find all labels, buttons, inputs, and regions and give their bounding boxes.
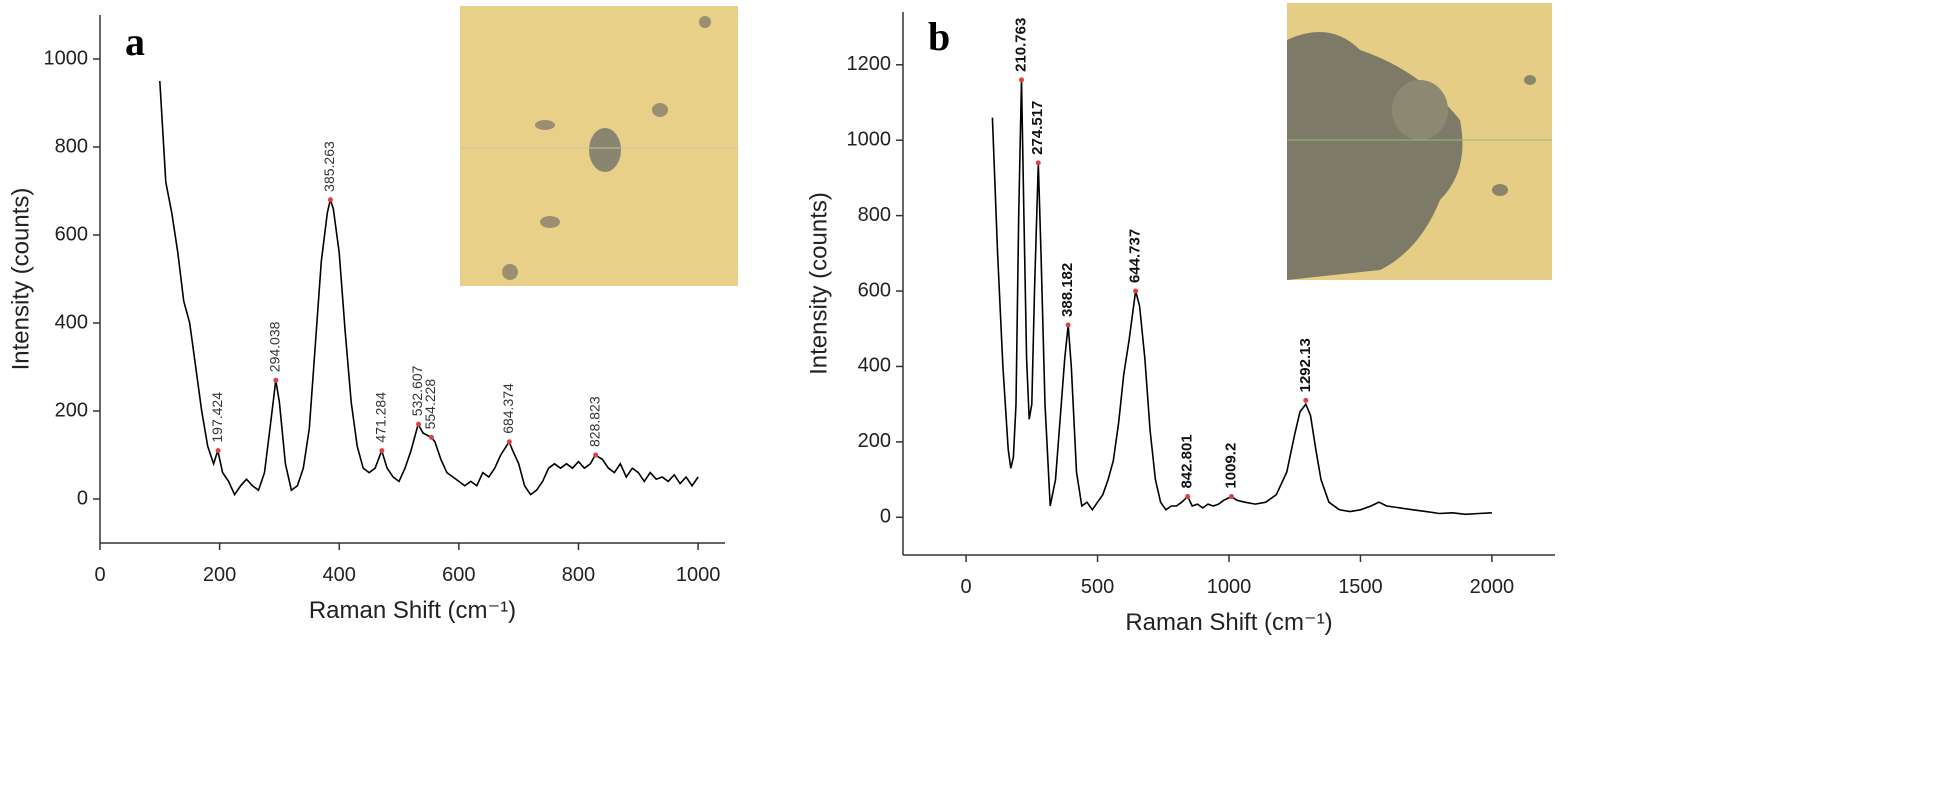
y-axis-label: Intensity (counts)	[805, 192, 832, 375]
peak-label: 684.374	[500, 383, 516, 434]
peak-label: 842.801	[1179, 434, 1196, 488]
peak-marker	[1133, 288, 1139, 294]
y-tick-label: 200	[858, 430, 891, 452]
peak-marker	[416, 421, 422, 427]
peak-label: 274.517	[1029, 101, 1046, 155]
peak-label: 1292.13	[1297, 338, 1314, 392]
x-axis-label: Raman Shift (cm⁻¹)	[1125, 609, 1332, 636]
x-tick-label: 0	[961, 576, 972, 598]
peak-marker	[1035, 160, 1041, 166]
peak-marker	[1019, 77, 1025, 83]
x-tick-label: 800	[562, 564, 595, 586]
spectrum-line	[159, 80, 699, 497]
y-axis-label: Intensity (counts)	[7, 188, 34, 371]
peak-label: 210.763	[1012, 18, 1029, 72]
x-tick-label: 200	[203, 564, 236, 586]
peak-marker	[1228, 494, 1234, 500]
y-tick-label: 800	[55, 135, 88, 157]
peak-label: 532.607	[409, 365, 425, 416]
peak-marker	[1185, 494, 1191, 500]
peak-label: 1009.2	[1222, 443, 1239, 489]
x-tick-label: 1000	[1207, 576, 1252, 598]
y-tick-label: 800	[858, 204, 891, 226]
x-tick-label: 2000	[1470, 576, 1515, 598]
peak-label: 471.284	[373, 392, 389, 443]
x-tick-label: 500	[1081, 576, 1114, 598]
y-tick-label: 200	[55, 399, 88, 421]
peak-marker	[428, 434, 434, 440]
y-tick-label: 1000	[44, 47, 89, 69]
x-tick-label: 600	[442, 564, 475, 586]
peak-marker	[215, 448, 221, 454]
x-tick-label: 1500	[1338, 576, 1383, 598]
y-tick-label: 1200	[847, 53, 892, 75]
inset-image-a	[460, 6, 738, 286]
peak-label: 388.182	[1059, 263, 1076, 317]
spectrum-line	[991, 79, 1492, 516]
peak-label: 294.038	[267, 321, 283, 372]
peak-marker	[506, 439, 512, 445]
y-tick-label: 400	[55, 311, 88, 333]
peak-marker	[593, 452, 599, 458]
inset-image-b	[1287, 3, 1552, 280]
y-tick-label: 1000	[847, 128, 892, 150]
panel-label: a	[125, 19, 145, 64]
y-tick-label: 0	[77, 487, 88, 509]
peak-marker	[273, 377, 279, 383]
y-tick-label: 0	[880, 506, 891, 528]
x-tick-label: 1000	[676, 564, 721, 586]
peak-label: 554.228	[422, 379, 438, 430]
y-tick-label: 600	[858, 279, 891, 301]
peak-marker	[1303, 397, 1309, 403]
peak-marker	[379, 448, 385, 454]
x-tick-label: 0	[94, 564, 105, 586]
peak-label: 197.424	[209, 392, 225, 443]
peak-label: 644.737	[1127, 229, 1144, 283]
y-tick-label: 400	[858, 355, 891, 377]
panel-label: b	[928, 14, 950, 59]
peak-label: 828.823	[586, 396, 602, 447]
peak-label: 385.263	[321, 141, 337, 192]
peak-marker	[327, 197, 333, 203]
x-axis-label: Raman Shift (cm⁻¹)	[309, 597, 516, 624]
y-tick-label: 600	[55, 223, 88, 245]
peak-marker	[1065, 322, 1071, 328]
x-tick-label: 400	[323, 564, 356, 586]
